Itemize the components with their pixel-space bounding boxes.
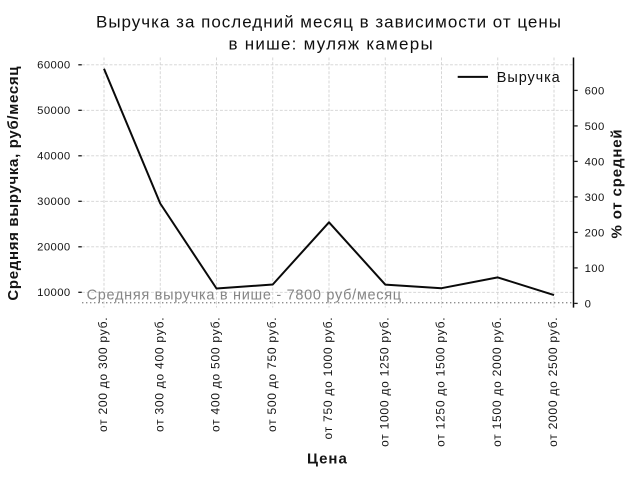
- svg-text:Цена: Цена: [307, 450, 348, 467]
- svg-text:Средняя выручка, руб/месяц: Средняя выручка, руб/месяц: [5, 66, 22, 301]
- svg-text:Средняя выручка в нише - 7800: Средняя выручка в нише - 7800 руб/месяц: [87, 288, 402, 304]
- svg-text:500: 500: [585, 121, 605, 133]
- svg-text:30000: 30000: [37, 196, 70, 208]
- svg-text:в нише: муляж камеры: в нише: муляж камеры: [228, 34, 433, 53]
- svg-text:от 1250 до 1500 руб.: от 1250 до 1500 руб.: [434, 317, 448, 447]
- svg-text:от 2000 до 2500 руб.: от 2000 до 2500 руб.: [546, 317, 560, 447]
- svg-text:600: 600: [585, 85, 605, 97]
- svg-text:20000: 20000: [37, 242, 70, 254]
- svg-text:40000: 40000: [37, 151, 70, 163]
- svg-text:от 400 до 500 руб.: от 400 до 500 руб.: [209, 317, 223, 432]
- svg-text:200: 200: [585, 227, 605, 239]
- svg-text:100: 100: [585, 263, 605, 275]
- svg-text:Выручка: Выручка: [497, 70, 561, 86]
- svg-text:Выручка за последний месяц в з: Выручка за последний месяц в зависимости…: [96, 13, 562, 32]
- svg-text:400: 400: [585, 156, 605, 168]
- svg-text:% от средней: % от средней: [609, 129, 626, 239]
- svg-text:50000: 50000: [37, 105, 70, 117]
- svg-text:300: 300: [585, 192, 605, 204]
- svg-text:от 500 до 750 руб.: от 500 до 750 руб.: [265, 317, 279, 432]
- svg-text:0: 0: [585, 298, 592, 310]
- svg-text:от 200 до 300 руб.: от 200 до 300 руб.: [96, 317, 110, 432]
- svg-text:от 1000 до 1250 руб.: от 1000 до 1250 руб.: [377, 317, 391, 447]
- svg-text:от 1500 до 2000 руб.: от 1500 до 2000 руб.: [490, 317, 504, 447]
- svg-text:10000: 10000: [37, 287, 70, 299]
- svg-text:от 750 до 1000 руб.: от 750 до 1000 руб.: [321, 317, 335, 440]
- svg-text:60000: 60000: [37, 60, 70, 72]
- svg-text:от 300 до 400 руб.: от 300 до 400 руб.: [152, 317, 166, 432]
